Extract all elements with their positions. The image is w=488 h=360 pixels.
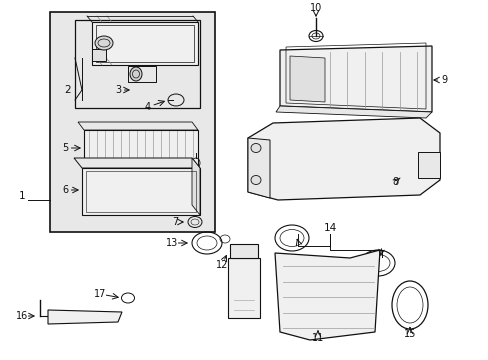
Text: 10: 10 <box>309 3 322 13</box>
Ellipse shape <box>250 176 261 185</box>
Polygon shape <box>192 158 200 215</box>
Polygon shape <box>128 66 156 82</box>
Polygon shape <box>74 158 200 168</box>
Polygon shape <box>84 130 198 168</box>
Polygon shape <box>78 122 198 130</box>
Polygon shape <box>82 168 200 215</box>
Text: 8: 8 <box>391 177 397 187</box>
Polygon shape <box>229 244 258 258</box>
Polygon shape <box>289 56 325 102</box>
Polygon shape <box>275 106 431 118</box>
Polygon shape <box>280 46 431 112</box>
Polygon shape <box>48 310 122 324</box>
Text: 17: 17 <box>94 289 106 299</box>
Polygon shape <box>92 22 198 65</box>
Text: 6: 6 <box>62 185 68 195</box>
Polygon shape <box>247 138 269 198</box>
Text: 15: 15 <box>403 329 415 339</box>
Polygon shape <box>227 258 260 318</box>
Polygon shape <box>92 49 106 61</box>
Text: 13: 13 <box>165 238 178 248</box>
Text: 16: 16 <box>16 311 28 321</box>
Text: 12: 12 <box>215 260 228 270</box>
Text: 4: 4 <box>144 102 151 112</box>
Ellipse shape <box>130 67 142 81</box>
Text: 5: 5 <box>62 143 68 153</box>
Polygon shape <box>417 152 439 178</box>
Text: 9: 9 <box>440 75 446 85</box>
Polygon shape <box>247 118 439 200</box>
Text: 2: 2 <box>64 85 71 95</box>
Text: 11: 11 <box>311 333 324 343</box>
Polygon shape <box>274 250 379 340</box>
Ellipse shape <box>250 144 261 153</box>
Text: 3: 3 <box>115 85 121 95</box>
Ellipse shape <box>95 36 113 50</box>
Text: 1: 1 <box>19 191 25 201</box>
Polygon shape <box>50 12 215 232</box>
Text: 14: 14 <box>323 223 336 233</box>
Text: 7: 7 <box>171 217 178 227</box>
